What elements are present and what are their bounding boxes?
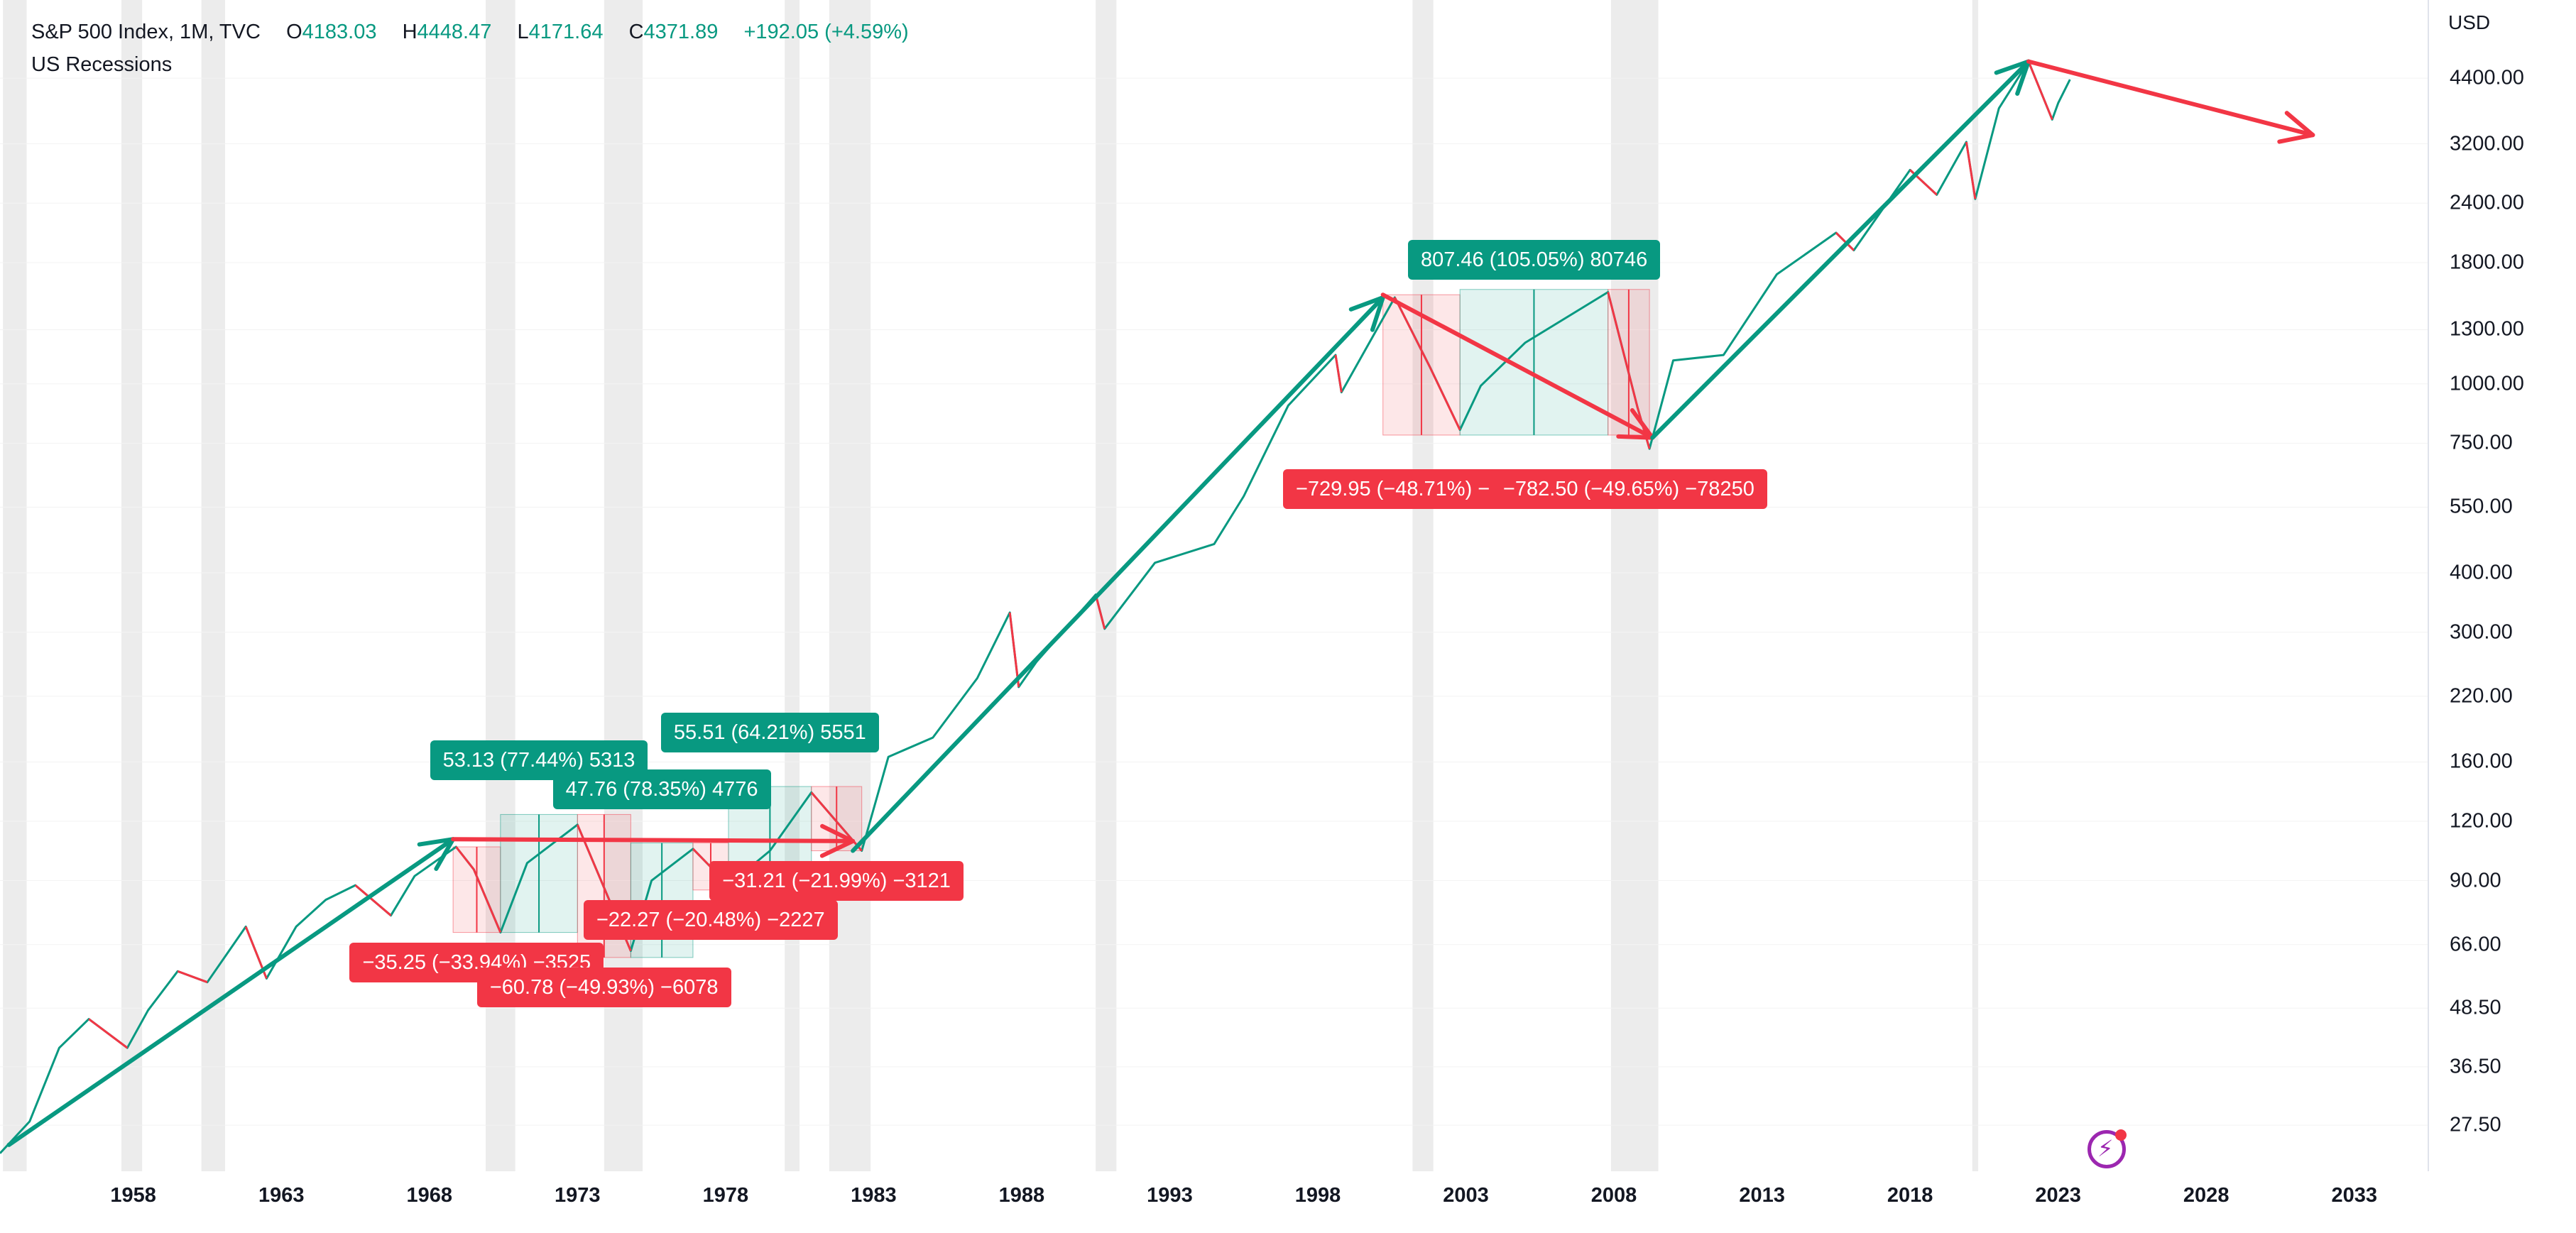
price-tick-label: 1000.00 — [2450, 372, 2524, 395]
trendline[interactable] — [1380, 292, 1655, 440]
legend-row-symbol: S&P 500 Index, 1M, TVC O4183.03 H4448.47… — [31, 16, 909, 48]
price-tick-label: 27.50 — [2450, 1113, 2501, 1136]
price-down-segment — [1607, 292, 1639, 408]
time-tick-label: 1978 — [702, 1184, 749, 1207]
trendline-arrowhead — [1348, 295, 1385, 332]
close-value: 4371.89 — [643, 21, 719, 43]
price-down-segment — [2027, 61, 2053, 120]
time-tick-label: 2028 — [2183, 1184, 2230, 1207]
trendline[interactable] — [2026, 59, 2315, 138]
tradingview-lightning-icon[interactable] — [2087, 1129, 2127, 1168]
price-tick-label: 1800.00 — [2450, 251, 2524, 274]
recession-band — [1412, 0, 1434, 1171]
recession-band — [1610, 0, 1659, 1171]
change-value: +192.05 (+4.59%) — [743, 21, 909, 43]
trendline[interactable] — [851, 295, 1385, 853]
currency-label[interactable]: USD — [2448, 11, 2491, 33]
grid — [0, 77, 2428, 1126]
low-value: 4171.64 — [528, 21, 604, 43]
price-line — [0, 60, 2071, 1154]
price-down-segment — [455, 846, 475, 870]
price-down-segment — [177, 970, 208, 984]
price-tick-label: 2400.00 — [2450, 191, 2524, 214]
price-down-segment — [1094, 594, 1106, 630]
price-tick-label: 160.00 — [2450, 750, 2513, 773]
recession-band — [829, 0, 871, 1171]
recession-band — [1972, 0, 1979, 1171]
time-tick-label: 1973 — [555, 1184, 601, 1207]
indicator-title[interactable]: US Recessions — [31, 53, 173, 76]
measure-label: −60.78 (−49.93%) −6078 — [476, 967, 731, 1007]
price-down-segment — [1965, 141, 1977, 199]
trendline-arrowhead — [819, 823, 856, 858]
recession-band — [785, 0, 800, 1171]
price-tick-label: 300.00 — [2450, 620, 2513, 644]
price-tick-label: 1300.00 — [2450, 317, 2524, 341]
price-series — [0, 60, 2071, 1154]
time-tick-label: 2023 — [2035, 1184, 2081, 1207]
price-tick-label: 66.00 — [2450, 933, 2501, 956]
price-down-segment — [354, 884, 392, 916]
price-tick-label: 120.00 — [2450, 809, 2513, 833]
price-tick-label: 400.00 — [2450, 561, 2513, 584]
symbol-title[interactable]: S&P 500 Index, 1M, TVC — [31, 21, 261, 43]
open-value: 4183.03 — [302, 21, 377, 43]
measure-label: −22.27 (−20.48%) −2227 — [583, 899, 838, 940]
time-tick-label: 1958 — [110, 1184, 156, 1207]
measure-label: 55.51 (64.21%) 5551 — [660, 713, 879, 753]
open-label: O — [286, 21, 302, 43]
time-tick-label: 1963 — [258, 1184, 305, 1207]
close-label: C — [628, 21, 644, 43]
price-down-segment — [1334, 354, 1343, 393]
trendline[interactable] — [1650, 59, 2031, 440]
recession-band — [121, 0, 143, 1171]
measure-label: −782.50 (−49.65%) −78250 — [1490, 468, 1767, 509]
low-label: L — [517, 21, 529, 43]
time-tick-label: 1993 — [1147, 1184, 1193, 1207]
time-tick-label: 2003 — [1443, 1184, 1489, 1207]
time-tick-label: 1968 — [406, 1184, 453, 1207]
high-value: 4448.47 — [417, 21, 492, 43]
recession-shading — [3, 0, 1979, 1171]
measure-label: −31.21 (−21.99%) −3121 — [709, 860, 964, 901]
recession-band — [201, 0, 225, 1171]
price-tick-label: 750.00 — [2450, 431, 2513, 454]
price-tick-label: 550.00 — [2450, 495, 2513, 518]
time-tick-label: 2008 — [1590, 1184, 1637, 1207]
price-down-segment — [472, 869, 502, 933]
price-down-segment — [1835, 231, 1855, 251]
time-tick-label: 2033 — [2331, 1184, 2377, 1207]
price-tick-label: 220.00 — [2450, 684, 2513, 708]
chart-legend: S&P 500 Index, 1M, TVC O4183.03 H4448.47… — [31, 16, 909, 81]
trendlines — [6, 59, 2315, 1147]
trendline[interactable] — [451, 837, 856, 843]
price-down-segment — [1429, 367, 1461, 431]
price-tick-label: 48.50 — [2450, 996, 2501, 1019]
time-tick-label: 2013 — [1739, 1184, 1785, 1207]
legend-row-indicator[interactable]: US Recessions — [31, 48, 909, 81]
measure-label: 53.13 (77.44%) 5313 — [430, 740, 648, 781]
price-tick-label: 90.00 — [2450, 869, 2501, 892]
time-tick-label: 1988 — [998, 1184, 1045, 1207]
price-down-segment — [1394, 297, 1431, 369]
price-tick-label: 4400.00 — [2450, 66, 2524, 89]
time-tick-label: 1983 — [851, 1184, 897, 1207]
price-down-segment — [88, 1018, 129, 1049]
price-down-segment — [1008, 612, 1020, 688]
measure-label: 807.46 (105.05%) 80746 — [1407, 239, 1661, 280]
trendline[interactable] — [6, 837, 456, 1147]
price-tick-label: 36.50 — [2450, 1055, 2501, 1078]
time-tick-label: 2018 — [1887, 1184, 1933, 1207]
measure-label: 47.76 (78.35%) 4776 — [552, 769, 771, 809]
recession-band — [3, 0, 27, 1171]
trendline-arrowhead — [2277, 111, 2315, 144]
time-tick-label: 1998 — [1294, 1184, 1341, 1207]
high-label: H — [402, 21, 417, 43]
price-tick-label: 3200.00 — [2450, 132, 2524, 155]
